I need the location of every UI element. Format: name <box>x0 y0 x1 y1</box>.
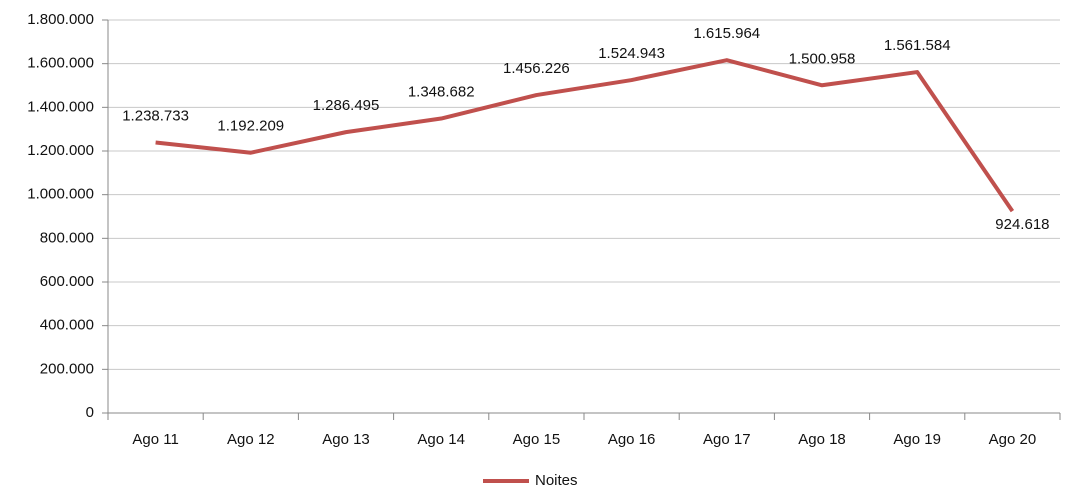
y-tick-label: 1.800.000 <box>27 11 94 28</box>
y-tick-label: 1.000.000 <box>27 186 94 203</box>
y-tick-label: 800.000 <box>40 229 94 246</box>
data-label: 924.618 <box>995 216 1049 233</box>
x-tick-label: Ago 17 <box>703 431 751 448</box>
data-label: 1.524.943 <box>598 45 665 62</box>
x-tick-label: Ago 14 <box>417 431 465 448</box>
y-tick-label: 400.000 <box>40 317 94 334</box>
data-label: 1.238.733 <box>122 108 189 125</box>
y-tick-label: 1.400.000 <box>27 98 94 115</box>
x-tick-label: Ago 18 <box>798 431 846 448</box>
y-tick-label: 600.000 <box>40 273 94 290</box>
x-tick-label: Ago 11 <box>132 431 178 448</box>
y-tick-label: 0 <box>86 404 94 421</box>
x-tick-label: Ago 19 <box>893 431 941 448</box>
x-tick-label: Ago 20 <box>989 431 1037 448</box>
data-label: 1.561.584 <box>884 37 951 54</box>
data-label: 1.615.964 <box>693 25 760 42</box>
x-tick-label: Ago 16 <box>608 431 656 448</box>
y-tick-label: 1.600.000 <box>27 55 94 72</box>
line <box>155 58 1015 213</box>
data-label: 1.348.682 <box>408 84 475 101</box>
legend-label: Noites <box>535 472 578 488</box>
x-tick-label: Ago 12 <box>227 431 275 448</box>
y-tick-label: 200.000 <box>40 360 94 377</box>
data-label: 1.192.209 <box>217 118 284 135</box>
data-label: 1.456.226 <box>503 60 570 77</box>
y-tick-label: 1.200.000 <box>27 142 94 159</box>
x-tick-label: Ago 15 <box>513 431 561 448</box>
x-tick-label: Ago 13 <box>322 431 370 448</box>
data-label: 1.500.958 <box>789 50 856 67</box>
data-label: 1.286.495 <box>313 97 380 114</box>
